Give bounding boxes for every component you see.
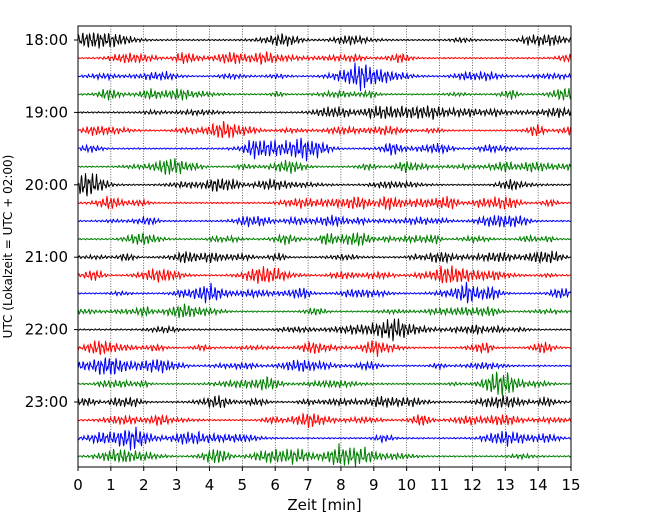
seismogram-trace [77,412,572,429]
seismogram-trace [77,339,572,358]
x-axis-ticks: 0 1 2 3 4 5 6 7 8 9 10 11 12 13 14 15 [73,467,581,494]
plot-frame [77,25,572,468]
seismogram-trace [77,265,572,284]
seismogram-trace [77,121,572,139]
x-tick-label: 7 [303,476,313,494]
x-tick-label: 6 [270,476,280,494]
seismogram-trace [77,394,572,409]
x-tick-label: 13 [496,476,515,494]
seismogram-trace [77,51,572,66]
x-tick-label: 5 [238,476,248,494]
seismogram-trace [77,195,572,211]
y-tick-label: 18:00 [25,31,68,49]
x-tick-label: 11 [430,476,449,494]
x-tick-label: 12 [463,476,482,494]
seismogram-trace [77,62,572,92]
seismogram-trace [77,158,572,175]
x-tick-label: 10 [397,476,416,494]
x-tick-label: 14 [529,476,548,494]
x-tick-label: 2 [139,476,149,494]
seismogram-trace [77,87,572,101]
x-tick-label: 8 [336,476,346,494]
y-tick-label: 22:00 [25,321,68,339]
seismogram-trace [77,426,572,451]
y-tick-label: 20:00 [25,176,68,194]
seismogram-trace [77,303,572,319]
y-tick-label: 21:00 [25,248,68,266]
seismogram-trace [77,231,572,247]
y-axis-ticks: 18:00 19:00 20:00 21:00 22:00 23:00 [25,31,78,411]
seismogram-trace [77,443,572,467]
grid-lines [110,26,539,467]
x-tick-label: 0 [73,476,83,494]
seismogram-trace [77,173,572,197]
x-tick-label: 15 [561,476,580,494]
seismogram-trace [77,137,572,162]
x-tick-label: 1 [106,476,116,494]
trace-group [77,32,572,467]
seismogram-trace [77,32,572,49]
seismogram-trace [77,214,572,228]
y-axis-label: UTC (Lokalzeit = UTC + 02:00) [1,155,15,339]
seismogram-trace [77,105,572,120]
x-tick-label: 3 [172,476,182,494]
y-tick-label: 19:00 [25,103,68,121]
seismogram-trace [77,356,572,375]
seismogram-trace [77,250,572,265]
x-tick-label: 4 [205,476,215,494]
x-tick-label: 9 [369,476,379,494]
seismogram-trace [77,281,572,304]
seismogram-trace [77,318,572,342]
y-tick-label: 23:00 [25,393,68,411]
x-axis-label: Zeit [min] [287,496,361,514]
seismogram-trace [77,371,572,396]
